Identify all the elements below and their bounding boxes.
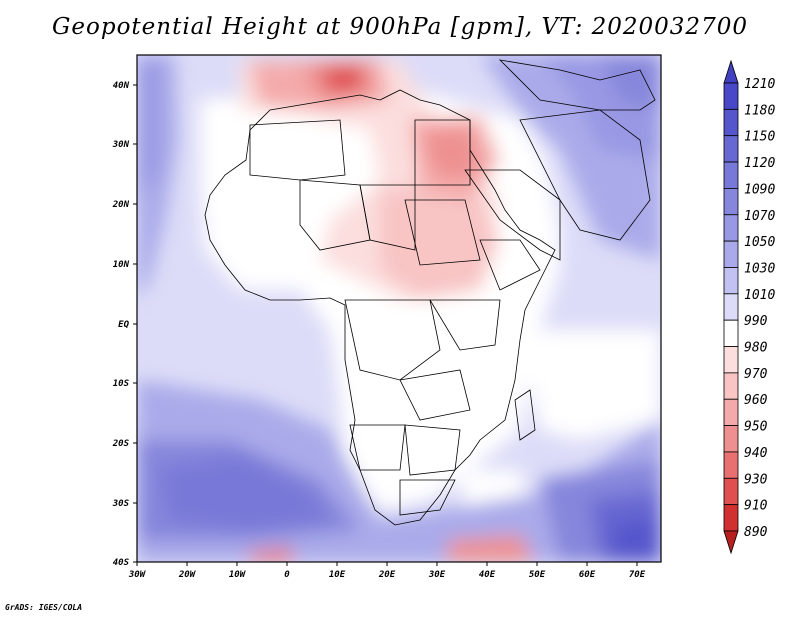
- colorbar-swatch: [723, 240, 739, 268]
- lon-label: 30E: [428, 570, 446, 580]
- colorbar-label: 960: [744, 393, 768, 408]
- coastlines: [204, 59, 656, 526]
- grads-credit: GrADS: IGES/COLA: [5, 603, 83, 612]
- colorbar-swatch: [723, 477, 739, 506]
- lon-label: 40E: [479, 570, 496, 580]
- lon-label: 10W: [229, 570, 247, 580]
- colorbar-swatch: [723, 108, 739, 137]
- lon-label: 60E: [579, 570, 596, 580]
- map-title: Geopotential Height at 900hPa [gpm], VT:…: [52, 14, 748, 40]
- lat-label: 40N: [113, 81, 130, 91]
- lat-label: 30S: [112, 499, 130, 509]
- colorbar: 1210 1180 1150 1120 1090 1070 1050 1030 1010 990 9…: [723, 59, 775, 555]
- colorbar-bottom-arrow: [723, 530, 739, 555]
- colorbar-label: 940: [744, 446, 768, 461]
- colorbar-swatch: [723, 451, 739, 479]
- colorbar-label: 930: [744, 472, 768, 487]
- colorbar-swatch: [723, 293, 739, 321]
- lon-label: 0: [284, 570, 290, 580]
- lon-label: 70E: [629, 570, 646, 580]
- lon-label: 10E: [329, 570, 346, 580]
- colorbar-label: 1010: [744, 288, 775, 303]
- lat-label: 30N: [112, 140, 130, 150]
- lon-label: 30W: [128, 570, 147, 580]
- colorbar-label: 890: [744, 525, 768, 540]
- lat-axis: [133, 84, 137, 563]
- colorbar-swatch: [723, 398, 739, 426]
- colorbar-swatch: [723, 135, 739, 163]
- lon-label: 20W: [178, 570, 197, 580]
- colorbar-label: 1150: [744, 130, 775, 145]
- colorbar-swatch: [723, 161, 739, 189]
- colorbar-label: 970: [744, 367, 768, 382]
- colorbar-label: 950: [744, 420, 768, 435]
- colorbar-swatch: [723, 214, 739, 242]
- lat-label: 20S: [112, 439, 130, 449]
- lon-label: 20E: [378, 570, 396, 580]
- plot-frame: [136, 54, 662, 563]
- colorbar-swatch: [723, 346, 739, 374]
- colorbar-label: 1030: [744, 261, 775, 276]
- colorbar-swatch: [723, 82, 739, 110]
- colorbar-swatch: [723, 319, 739, 347]
- colorbar-label: 980: [744, 341, 768, 356]
- colorbar-swatch: [723, 267, 739, 295]
- colorbar-swatch: [723, 188, 739, 216]
- lon-axis: [136, 562, 638, 566]
- colorbar-top-arrow: [723, 59, 739, 84]
- colorbar-label: 1050: [744, 235, 775, 250]
- lon-label: 50E: [529, 570, 546, 580]
- lat-label: 10S: [113, 379, 130, 389]
- colorbar-label: 1210: [744, 77, 775, 92]
- colorbar-swatch: [723, 504, 739, 532]
- lat-labels: 40N 30N 20N 10N EQ 10S 20S 30S 40S: [112, 81, 130, 568]
- lat-label: EQ: [118, 320, 129, 330]
- colorbar-swatch: [723, 425, 739, 453]
- colorbar-label: 1120: [744, 156, 775, 171]
- height-field: [137, 55, 661, 562]
- lon-labels: 30W 20W 10W 0 10E 20E 30E 40E 50E 60E 70…: [128, 570, 646, 580]
- colorbar-swatch: [723, 372, 739, 400]
- colorbar-label: 910: [744, 499, 768, 514]
- lat-label: 10N: [113, 260, 130, 270]
- colorbar-label: 1180: [744, 103, 775, 118]
- lat-label: 40S: [113, 558, 130, 568]
- colorbar-label: 990: [744, 314, 768, 329]
- colorbar-label: 1070: [744, 209, 775, 224]
- lat-label: 20N: [112, 200, 130, 210]
- colorbar-label: 1090: [744, 182, 775, 197]
